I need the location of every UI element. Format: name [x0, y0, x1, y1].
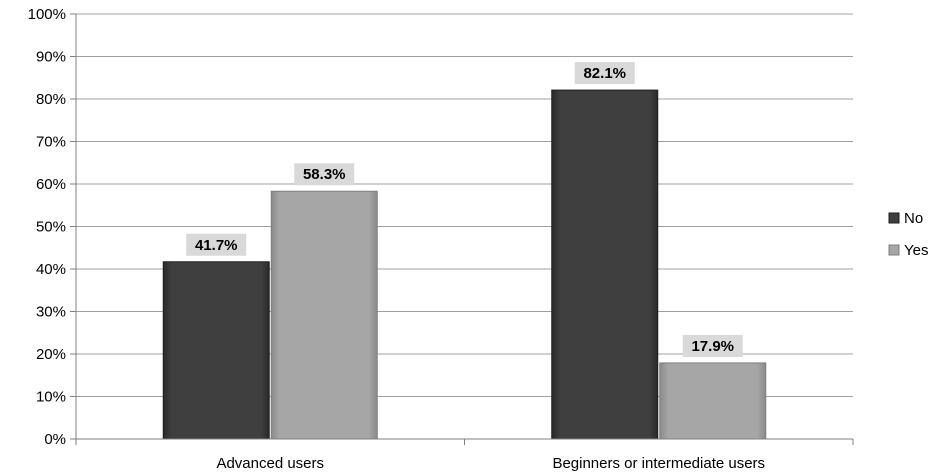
data-label: 41.7%: [195, 237, 238, 254]
data-label: 17.9%: [691, 338, 734, 355]
y-tick-label: 30%: [36, 304, 66, 321]
y-tick-label: 90%: [36, 49, 66, 66]
data-label: 82.1%: [583, 65, 626, 82]
y-tick-label: 60%: [36, 176, 66, 193]
x-category-label: Advanced users: [216, 455, 324, 472]
data-label-box: [294, 163, 355, 186]
y-tick-label: 70%: [36, 134, 66, 151]
y-tick-label: 100%: [28, 6, 66, 23]
data-label: 58.3%: [303, 166, 346, 183]
bars: [162, 89, 767, 440]
x-axis: Advanced users Beginners or intermediate …: [75, 438, 854, 472]
y-tick-label: 50%: [36, 219, 66, 236]
bar-no: [551, 89, 659, 440]
y-axis: 0% 10% 20% 30% 40% 50% 60% 70% 80% 90% 100%: [28, 6, 77, 448]
y-tick-label: 80%: [36, 91, 66, 108]
data-labels: 41.7% 58.3% 82.1% 17.9%: [186, 62, 743, 357]
legend-swatch-yes: [888, 244, 900, 256]
data-label-box: [574, 62, 635, 85]
bar-no: [162, 261, 270, 440]
legend-label: No: [904, 210, 923, 227]
bar-yes: [270, 190, 378, 440]
legend-swatch-no: [888, 212, 900, 224]
bar-yes: [659, 362, 767, 440]
y-tick-label: 40%: [36, 261, 66, 278]
y-tick-label: 10%: [36, 389, 66, 406]
data-label-box: [682, 334, 743, 357]
y-tick-label: 0%: [44, 431, 66, 448]
legend: No Yes: [888, 210, 928, 259]
legend-label: Yes: [904, 242, 928, 259]
y-tick-label: 20%: [36, 346, 66, 363]
x-category-label: Beginners or intermediate users: [552, 455, 765, 472]
data-label-box: [186, 233, 247, 256]
